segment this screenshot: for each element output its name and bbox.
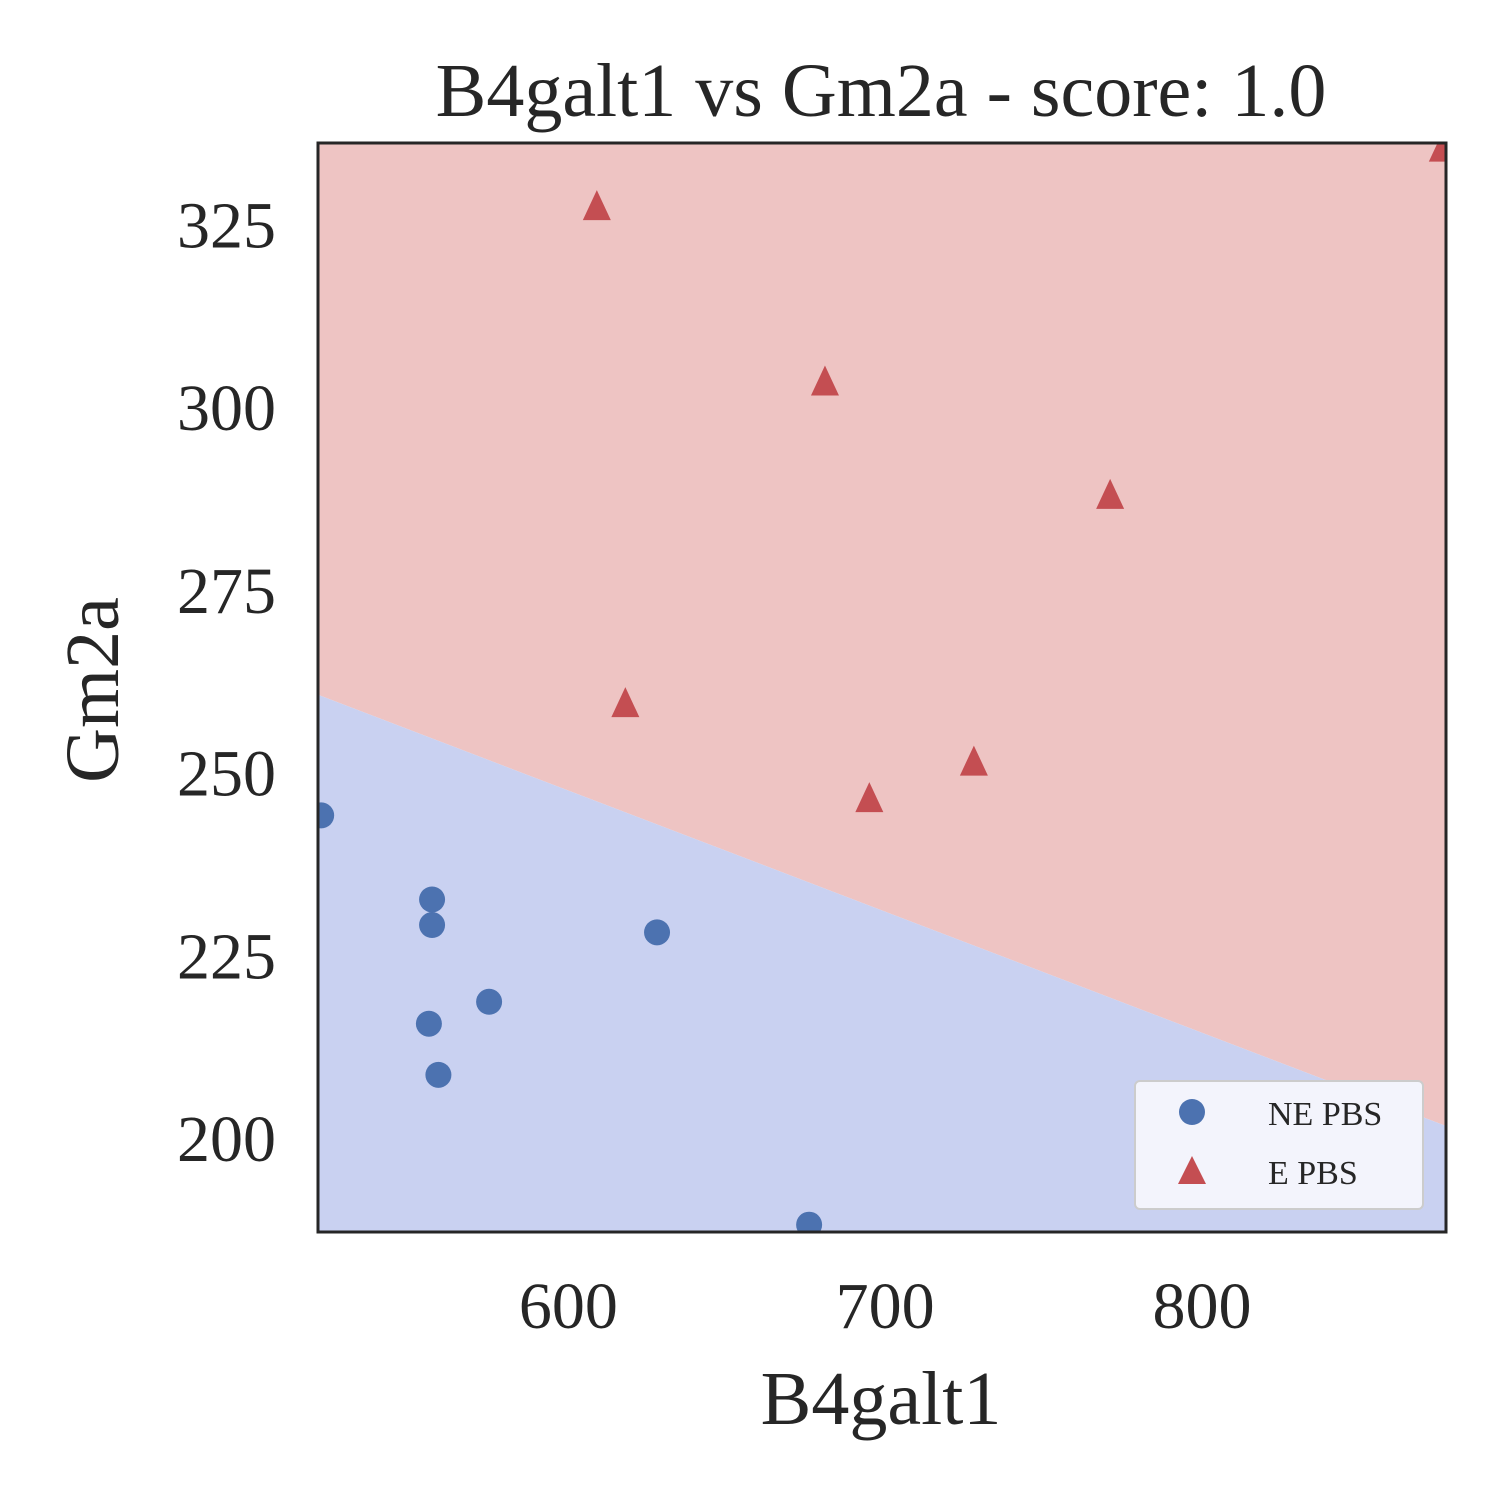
chart-title: B4galt1 vs Gm2a - score: 1.0 [436, 49, 1327, 133]
plot-area [318, 143, 1446, 1232]
axis-ticks: 600 700 800 200 225 250 275 300 325 [177, 189, 1252, 1343]
x-tick-label: 600 [519, 1270, 618, 1343]
legend-marker-e-pbs [1178, 1156, 1206, 1184]
y-tick-label: 325 [177, 189, 276, 262]
point-e-pbs-1 [611, 687, 640, 718]
point-e-pbs-2 [810, 365, 839, 396]
legend-box [1134, 1080, 1424, 1210]
region-e-pbs [318, 143, 1446, 1127]
point-ne-pbs-6 [644, 919, 671, 946]
x-tick-label: 700 [836, 1270, 935, 1343]
legend-marker-ne-pbs [1179, 1099, 1205, 1125]
y-tick-label: 225 [177, 920, 276, 993]
legend-label-e-pbs: E PBS [1268, 1155, 1358, 1192]
y-tick-label: 300 [177, 372, 276, 445]
legend: NE PBS E PBS [1134, 1080, 1424, 1210]
y-tick-label: 250 [177, 738, 276, 811]
y-tick-label: 275 [177, 555, 276, 628]
point-e-pbs-3 [855, 782, 884, 813]
point-e-pbs-6 [1428, 143, 1446, 162]
y-axis-label: Gm2a [51, 597, 135, 783]
point-e-pbs-4 [959, 745, 988, 776]
point-e-pbs-0 [582, 190, 611, 221]
point-ne-pbs-3 [415, 1010, 442, 1037]
point-ne-pbs-1 [419, 886, 446, 913]
y-tick-label: 200 [177, 1103, 276, 1176]
point-ne-pbs-2 [419, 912, 446, 939]
point-ne-pbs-7 [796, 1211, 823, 1232]
point-ne-pbs-0 [318, 802, 335, 829]
point-ne-pbs-4 [425, 1061, 452, 1088]
plot-frame [316, 141, 1448, 1234]
point-e-pbs-5 [1096, 478, 1125, 509]
x-tick-label: 800 [1153, 1270, 1252, 1343]
data-points [318, 143, 1446, 1232]
x-axis-label: B4galt1 [761, 1357, 1002, 1441]
legend-label-ne-pbs: NE PBS [1268, 1096, 1382, 1133]
point-ne-pbs-5 [476, 988, 503, 1015]
